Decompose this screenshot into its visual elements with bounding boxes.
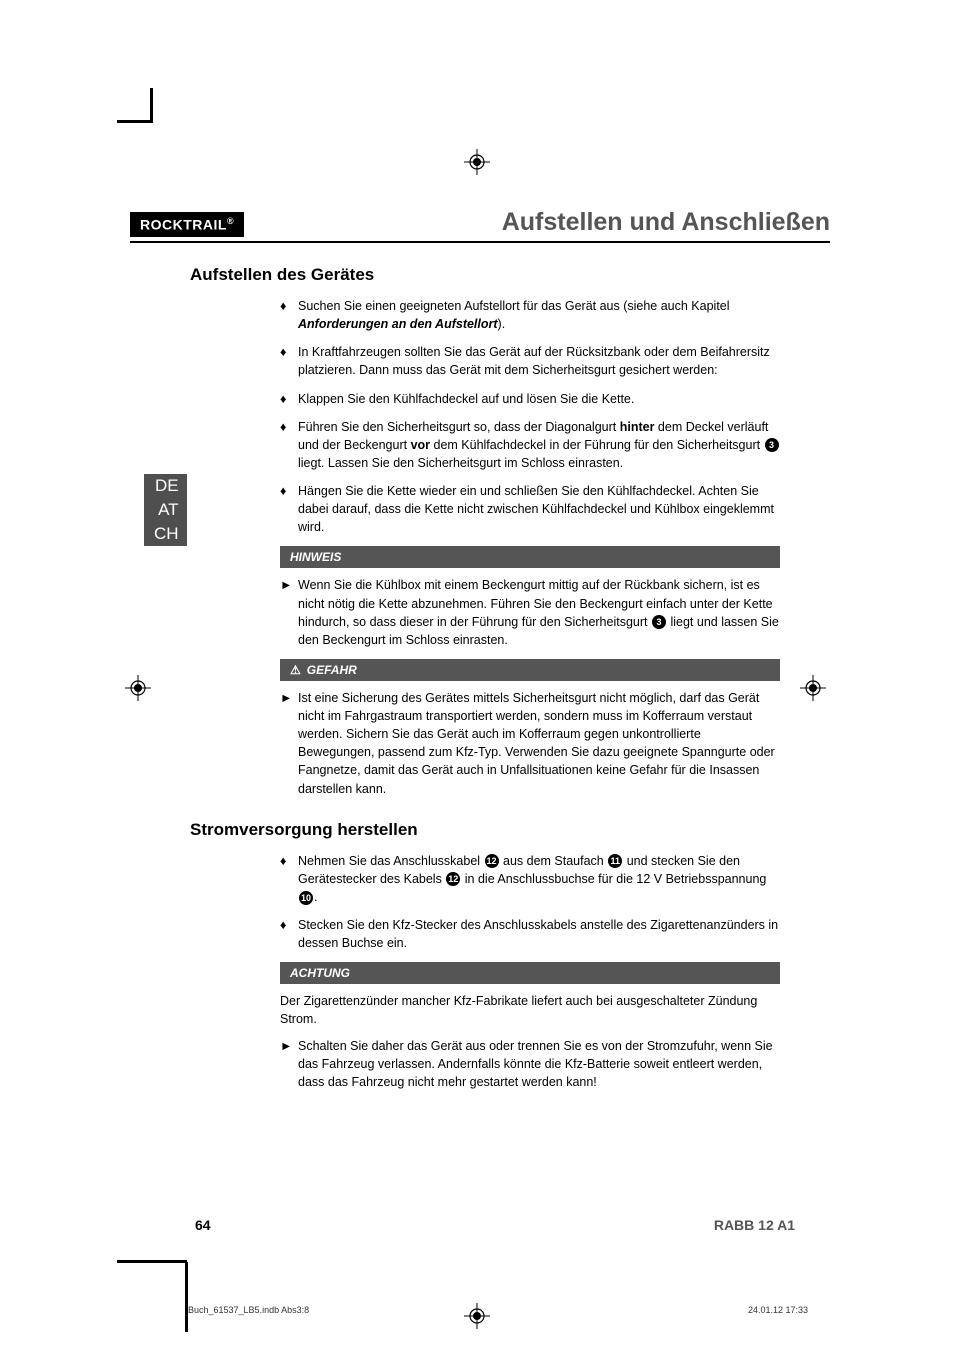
list-item: ♦ Stecken Sie den Kfz-Stecker des Anschl… (280, 916, 780, 952)
reference-marker-icon: 12 (485, 854, 499, 868)
section-title-1: Aufstellen des Gerätes (190, 265, 830, 285)
list-item: ♦ In Kraftfahrzeugen sollten Sie das Ger… (280, 343, 780, 379)
print-date: 24.01.12 17:33 (748, 1305, 808, 1315)
reference-marker-icon: 3 (652, 615, 666, 629)
list-item: ♦ Hängen Sie die Kette wieder ein und sc… (280, 482, 780, 536)
arrow-bullet-icon: ► (280, 1037, 298, 1091)
crop-mark (185, 1262, 188, 1332)
arrow-bullet-icon: ► (280, 576, 298, 649)
diamond-bullet-icon: ♦ (280, 916, 298, 952)
achtung-header: ACHTUNG (280, 962, 780, 984)
page-footer: 64 RABB 12 A1 (195, 1217, 795, 1233)
diamond-bullet-icon: ♦ (280, 852, 298, 906)
bullet-list-2: ♦ Nehmen Sie das Anschlusskabel 12 aus d… (280, 852, 780, 953)
list-item: ♦ Suchen Sie einen geeigneten Aufstellor… (280, 297, 780, 333)
diamond-bullet-icon: ♦ (280, 482, 298, 536)
gefahr-callout: ⚠GEFAHR ► Ist eine Sicherung des Gerätes… (280, 659, 780, 798)
achtung-intro: Der Zigarettenzünder mancher Kfz-Fabrika… (280, 992, 780, 1028)
chapter-title: Aufstellen und Anschließen (502, 208, 830, 237)
list-item: ♦ Führen Sie den Sicherheitsgurt so, das… (280, 418, 780, 472)
reference-marker-icon: 10 (299, 891, 313, 905)
list-item: ♦ Nehmen Sie das Anschlusskabel 12 aus d… (280, 852, 780, 906)
diamond-bullet-icon: ♦ (280, 297, 298, 333)
brand-logo: ROCKTRAIL® (130, 212, 244, 237)
page-number: 64 (195, 1217, 211, 1233)
crop-mark (117, 1260, 187, 1263)
hinweis-header: HINWEIS (280, 546, 780, 568)
diamond-bullet-icon: ♦ (280, 418, 298, 472)
bullet-list-1: ♦ Suchen Sie einen geeigneten Aufstellor… (280, 297, 780, 536)
warning-icon: ⚠ (290, 663, 301, 677)
crop-mark (150, 88, 153, 123)
print-file: Buch_61537_LB5.indb Abs3:8 (188, 1305, 309, 1315)
print-slug: Buch_61537_LB5.indb Abs3:8 24.01.12 17:3… (188, 1305, 808, 1315)
gefahr-header: ⚠GEFAHR (280, 659, 780, 681)
diamond-bullet-icon: ♦ (280, 343, 298, 379)
reference-marker-icon: 3 (765, 438, 779, 452)
hinweis-callout: HINWEIS ► Wenn Sie die Kühlbox mit einem… (280, 546, 780, 649)
section-title-2: Stromversorgung herstellen (190, 820, 830, 840)
model-label: RABB 12 A1 (714, 1217, 795, 1233)
arrow-bullet-icon: ► (280, 689, 298, 798)
reference-marker-icon: 11 (608, 854, 622, 868)
achtung-callout: ACHTUNG Der Zigarettenzünder mancher Kfz… (280, 962, 780, 1091)
crop-mark (117, 120, 152, 123)
diamond-bullet-icon: ♦ (280, 390, 298, 408)
list-item: ♦ Klappen Sie den Kühlfachdeckel auf und… (280, 390, 780, 408)
reference-marker-icon: 12 (446, 872, 460, 886)
page-header: ROCKTRAIL® Aufstellen und Anschließen (130, 208, 830, 243)
